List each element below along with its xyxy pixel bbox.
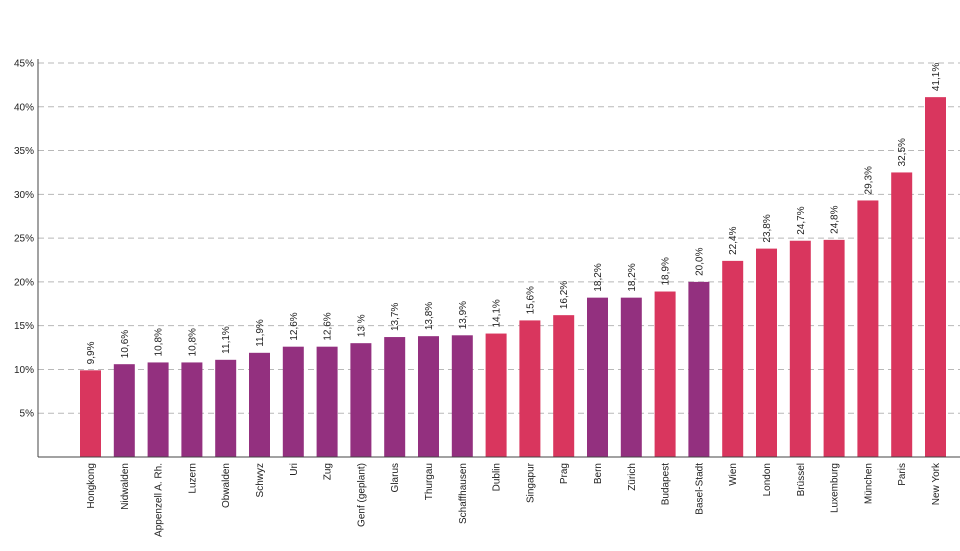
bar-value-label: 15,6%	[525, 286, 536, 314]
x-tick-label: Nidwalden	[120, 463, 131, 510]
bar-value-label: 24,8%	[830, 205, 841, 233]
bar-value-label: 32,5%	[897, 138, 908, 166]
x-tick-label: Uri	[289, 463, 300, 476]
y-tick-label: 20%	[14, 277, 34, 288]
bar-value-label: 13,9%	[458, 301, 469, 329]
x-tick-label: Zürich	[627, 463, 638, 491]
bar	[789, 240, 811, 457]
x-tick-label: Hongkong	[86, 463, 97, 509]
bar-value-label: 18,2%	[593, 263, 604, 291]
labels: 9,9% Hongkong 10,6% Nidwalden 10,8% Appenzell…	[86, 63, 942, 537]
x-tick-label: Prag	[559, 463, 570, 484]
bar-value-label: 23,8%	[762, 214, 773, 242]
bar	[823, 239, 845, 457]
bar	[553, 315, 575, 457]
bar	[181, 362, 203, 457]
x-tick-label: Budapest	[661, 463, 672, 505]
x-tick-label: Brüssel	[796, 463, 807, 496]
bar	[316, 346, 338, 457]
bar	[857, 200, 879, 457]
x-tick-label: Zug	[323, 463, 334, 480]
x-tick-label: Genf (geplant)	[356, 463, 367, 527]
bar-value-label: 12,6%	[323, 312, 334, 340]
x-tick-label: Paris	[897, 463, 908, 486]
x-tick-label: Glarus	[390, 463, 401, 492]
x-tick-label: Luxemburg	[830, 463, 841, 513]
y-tick-label: 5%	[20, 409, 35, 420]
y-tick-label: 45%	[14, 59, 34, 70]
bar-value-label: 29,3%	[863, 166, 874, 194]
bar	[756, 248, 777, 457]
bar-value-label: 12,6%	[289, 312, 300, 340]
x-tick-label: München	[863, 463, 874, 504]
x-tick-label: London	[762, 463, 773, 496]
x-tick-label: Bern	[593, 463, 604, 484]
y-tick-label: 25%	[14, 234, 34, 245]
bar-value-label: 24,7%	[796, 206, 807, 234]
bar	[891, 172, 913, 457]
bar-value-label: 13,7%	[390, 303, 401, 331]
y-tick-label: 40%	[14, 102, 34, 113]
bar	[451, 335, 473, 457]
bar-value-label: 20,0%	[694, 247, 705, 275]
bar	[654, 291, 676, 457]
bar-value-label: 9,9%	[86, 341, 97, 364]
bar-value-label: 14,1%	[492, 299, 503, 327]
bar-value-label: 16,2%	[559, 281, 570, 309]
bar-value-label: 18,2%	[627, 263, 638, 291]
x-tick-label: New York	[931, 462, 942, 505]
bar-value-label: 22,4%	[728, 226, 739, 254]
bar	[384, 337, 406, 457]
bar	[418, 336, 439, 457]
bar	[620, 297, 642, 457]
bar	[350, 343, 372, 457]
x-tick-label: Schaffhausen	[458, 463, 469, 524]
x-tick-label: Wien	[728, 463, 739, 486]
x-tick-label: Schwyz	[255, 463, 266, 497]
x-tick-label: Luzern	[187, 463, 198, 494]
bars	[80, 97, 946, 457]
x-tick-label: Dublin	[492, 463, 503, 491]
bar-value-label: 10,6%	[120, 330, 131, 358]
bar	[722, 260, 744, 457]
bar-value-label: 18,9%	[661, 257, 672, 285]
bar	[485, 333, 507, 457]
bar-value-label: 10,8%	[154, 328, 165, 356]
x-tick-label: Singapur	[525, 462, 536, 503]
y-tick-label: 35%	[14, 146, 34, 157]
bar	[925, 97, 946, 457]
y-tick-label: 15%	[14, 321, 34, 332]
bar-value-label: 41,1%	[931, 63, 942, 91]
bar-value-label: 13,8%	[424, 302, 435, 330]
bar-value-label: 11,1%	[221, 326, 232, 354]
bar	[249, 352, 270, 457]
x-tick-label: Appenzell A. Rh.	[154, 463, 165, 537]
bar	[80, 370, 101, 457]
bar	[519, 320, 541, 457]
bar-value-label: 10,8%	[187, 328, 198, 356]
x-tick-label: Basel-Stadt	[694, 463, 705, 515]
bar-value-label: 13 %	[356, 314, 367, 337]
bar	[147, 362, 169, 457]
bar	[113, 364, 135, 457]
bar-value-label: 11,9%	[255, 319, 266, 347]
x-tick-label: Thurgau	[424, 463, 435, 500]
x-tick-label: Obwalden	[221, 463, 232, 508]
y-tick-label: 30%	[14, 190, 34, 201]
bar	[215, 359, 237, 457]
bar	[587, 297, 608, 457]
y-tick-label: 10%	[14, 365, 34, 376]
bar	[688, 281, 710, 457]
bar	[282, 346, 304, 457]
